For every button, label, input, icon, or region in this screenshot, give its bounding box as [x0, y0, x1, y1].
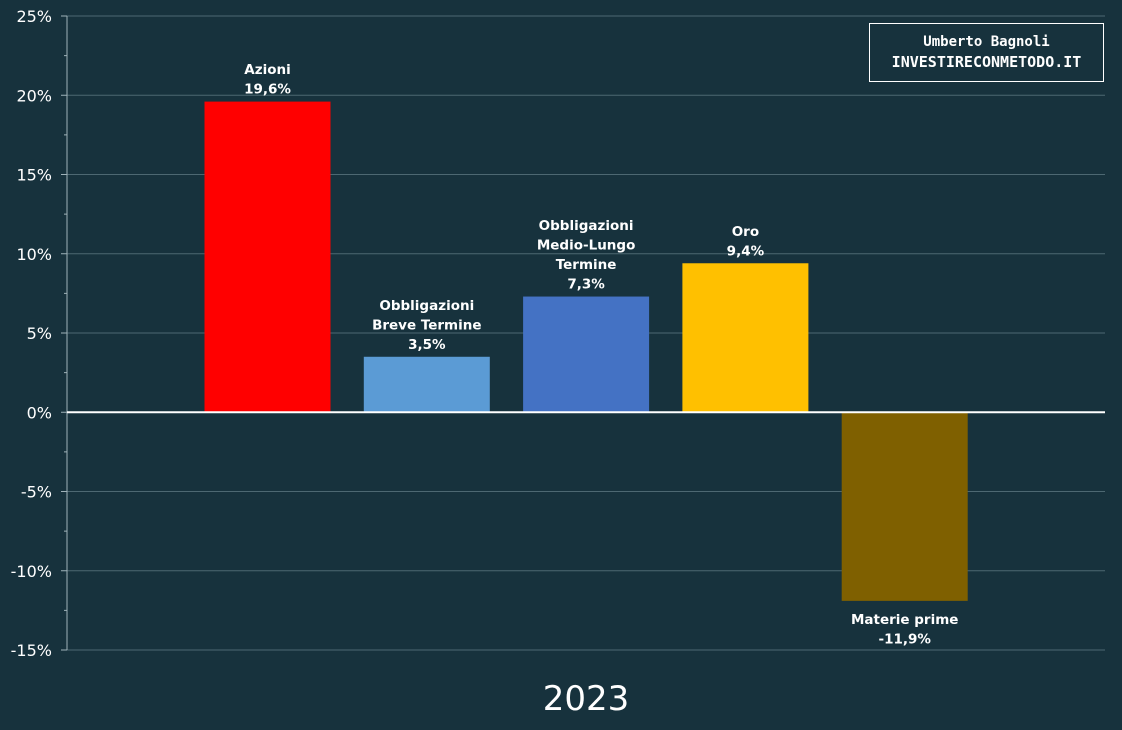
- bar-0: [204, 101, 331, 413]
- axes: 25% 20% 15% 10% 5% 0% -5% -10% -15%: [11, 7, 1105, 660]
- bar-category-label: Materie prime: [851, 612, 958, 628]
- bar-value-label: 3,5%: [408, 337, 446, 353]
- bar-2: [523, 296, 650, 413]
- watermark-site: INVESTIRECONMETODO.IT: [891, 53, 1082, 71]
- bar-category-label: Termine: [556, 257, 617, 273]
- bar-category-label: Obbligazioni: [379, 298, 474, 314]
- bar-category-label: Azioni: [244, 62, 290, 78]
- y-tick-label: -15%: [11, 641, 52, 660]
- y-tick-label: -10%: [11, 562, 52, 581]
- y-tick-label: 20%: [16, 86, 52, 105]
- bar-4: [841, 412, 968, 601]
- bar-category-label: Medio-Lungo: [537, 238, 636, 254]
- y-tick-label: -5%: [21, 483, 52, 502]
- y-tick-label: 25%: [16, 7, 52, 26]
- watermark-box: Umberto Bagnoli INVESTIRECONMETODO.IT: [869, 23, 1104, 82]
- bar-category-label: Obbligazioni: [539, 218, 634, 234]
- bar-category-label: Breve Termine: [372, 317, 481, 333]
- bar-value-label: 19,6%: [244, 82, 291, 98]
- bar-1: [363, 356, 490, 413]
- x-axis-label: 2023: [543, 679, 630, 719]
- bar-value-label: 7,3%: [567, 277, 605, 293]
- y-tick-label: 10%: [16, 245, 52, 264]
- watermark-author: Umberto Bagnoli: [923, 34, 1050, 50]
- bars: [204, 101, 968, 601]
- bar-value-label: 9,4%: [727, 243, 765, 259]
- y-tick-label: 15%: [16, 166, 52, 185]
- bar-value-label: -11,9%: [878, 631, 931, 647]
- data-labels: Azioni 19,6% Obbligazioni Breve Termine 3,5%…: [244, 62, 958, 647]
- bar-3: [682, 263, 809, 413]
- y-tick-label: 5%: [27, 324, 52, 343]
- y-tick-label: 0%: [27, 403, 52, 422]
- bar-category-label: Oro: [732, 224, 759, 240]
